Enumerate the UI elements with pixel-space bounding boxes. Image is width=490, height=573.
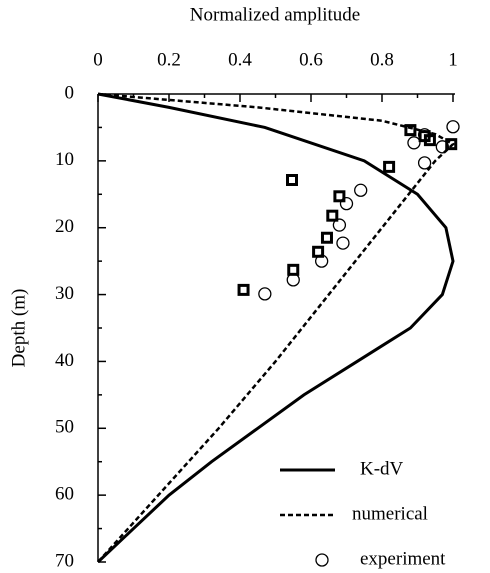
- marker-circle: [332, 218, 347, 232]
- x-tick-label: 0.4: [228, 49, 252, 70]
- marker-circle: [314, 254, 329, 268]
- line-dashed: [97, 92, 456, 563]
- marker-circle: [315, 553, 329, 567]
- line-solid: [96, 92, 455, 564]
- y-tick-label: 40: [55, 350, 74, 371]
- legend-label: K-dV: [360, 458, 404, 479]
- x-tick-label: 0.2: [157, 49, 181, 70]
- x-tick-label: 0.8: [370, 49, 394, 70]
- marker-square: [287, 263, 300, 276]
- y-tick-label: 50: [55, 417, 74, 438]
- y-tick-label: 20: [55, 216, 74, 237]
- legend-label: numerical: [352, 503, 428, 524]
- marker-square: [237, 283, 250, 296]
- marker-circle: [417, 128, 432, 142]
- y-tick-label: 60: [55, 484, 74, 505]
- x-tick-label: 0.6: [299, 49, 323, 70]
- legend-label: experiment: [360, 548, 446, 569]
- marker-square: [286, 174, 298, 186]
- marker-square: [404, 124, 417, 137]
- x-tick-label: 1: [448, 49, 458, 70]
- marker-circle: [339, 196, 354, 211]
- y-tick-label: 10: [55, 149, 74, 170]
- y-tick-label: 30: [55, 283, 74, 304]
- marker-square: [333, 190, 346, 203]
- chart-title: Normalized amplitude: [190, 4, 360, 25]
- marker-square: [326, 209, 339, 222]
- marker-circle: [417, 156, 432, 170]
- marker-circle: [446, 120, 460, 134]
- marker-square: [383, 160, 396, 173]
- marker-circle: [336, 236, 350, 250]
- marker-square: [445, 138, 458, 151]
- x-tick-label: 0: [93, 49, 103, 70]
- y-tick-label: 70: [55, 550, 74, 571]
- y-axis-label: Depth (m): [8, 289, 29, 368]
- marker-circle: [286, 273, 300, 287]
- marker-circle: [435, 140, 450, 154]
- y-tick-label: 0: [65, 82, 75, 103]
- marker-circle: [354, 183, 368, 197]
- marker-square: [320, 231, 333, 244]
- marker-circle: [258, 287, 272, 301]
- marker-circle: [407, 136, 421, 150]
